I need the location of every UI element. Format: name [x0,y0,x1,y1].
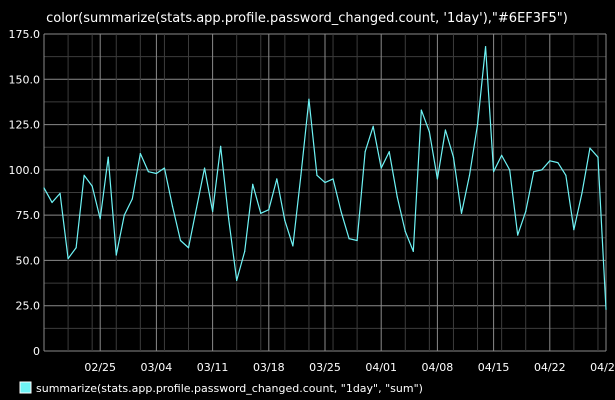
y-tick-label: 50.0 [16,254,41,267]
series-point [131,198,133,200]
series-point [476,123,479,126]
series-point [147,171,149,173]
series-point [404,230,406,233]
series-point [549,160,551,162]
series-point [501,154,503,156]
series-point [581,192,583,195]
series-point [356,239,358,242]
y-tick-label: 125.0 [9,119,41,132]
x-tick-label: 04/29 [590,361,615,374]
x-tick-label: 03/04 [141,361,173,374]
series-point [380,167,382,169]
series-point [67,258,69,260]
series-point [493,171,495,173]
series-point [292,245,294,247]
series-point [436,178,438,180]
series-point [179,239,182,242]
series-point [420,109,422,111]
x-tick-label: 03/25 [309,361,341,374]
x-tick-label: 03/18 [253,361,285,374]
series-point [139,152,141,155]
series-point [203,167,206,169]
series-point [83,174,85,176]
legend-label: summarize(stats.app.profile.password_cha… [36,382,423,395]
y-tick-label: 150.0 [9,73,41,86]
series-point [533,171,535,173]
series-group [43,46,607,310]
series-point [348,238,350,240]
series-point [195,207,198,209]
series-point [364,151,366,153]
series-point [123,214,125,216]
series-point [91,185,93,187]
y-tick-label: 0 [33,345,40,358]
series-point [300,174,302,176]
series-point [107,156,109,158]
series-point [340,210,342,213]
series-point [372,125,374,127]
series-point [428,131,430,133]
y-tick-label: 175.0 [9,28,41,41]
series-point [573,229,575,231]
x-tick-label: 02/25 [84,361,116,374]
series-point [51,201,53,204]
series-point [252,183,254,185]
series-point [388,151,390,153]
series-point [412,250,414,252]
chart-title: color(summarize(stats.app.profile.passwo… [46,11,568,26]
series-point [557,162,559,164]
x-tick-label: 04/15 [478,361,510,374]
series-point [268,209,270,211]
series-point [396,196,398,198]
series-point [236,279,238,281]
series-point [187,247,190,249]
series-point [75,247,77,249]
series-point [468,174,471,176]
series-point [565,174,567,176]
series-point [115,254,117,256]
series-point [155,172,157,175]
series-point [228,218,230,220]
series-point [460,212,463,214]
series-point [525,210,527,213]
legend-swatch [19,381,32,394]
y-tick-label: 25.0 [16,300,41,313]
series-point [59,192,61,195]
series-point [284,219,286,222]
series-point [316,174,318,176]
series-point [517,234,519,236]
series-point [212,210,214,213]
series-point [597,156,599,158]
series-point [276,178,278,180]
y-tick-label: 100.0 [9,164,41,177]
series-point [171,205,174,207]
series-point [99,218,101,220]
series-point [484,46,487,48]
series-point [332,178,334,180]
x-tick-label: 04/08 [422,361,454,374]
series-point [308,98,310,100]
y-axis-ticks: 0 25.0 50.0 75.0 100.0 125.0 150.0 175.0 [9,28,41,358]
x-tick-label: 03/11 [197,361,229,374]
x-axis-ticks: 02/25 03/04 03/11 03/18 03/25 04/01 04/08 04/15… [84,361,615,374]
y-tick-label: 75.0 [16,209,41,222]
series-point [43,187,45,189]
series-point [589,147,591,149]
series-point [324,181,326,184]
series-point [509,169,511,171]
series-point [444,129,447,131]
series-point [452,156,455,158]
legend: summarize(stats.app.profile.password_cha… [19,381,423,395]
series-point [541,169,543,171]
series-point [260,212,262,214]
series-point [244,250,246,252]
x-tick-label: 04/22 [534,361,566,374]
x-tick-label: 04/01 [365,361,397,374]
series-point [605,308,607,310]
series-point [163,167,166,169]
series-point [220,145,222,147]
